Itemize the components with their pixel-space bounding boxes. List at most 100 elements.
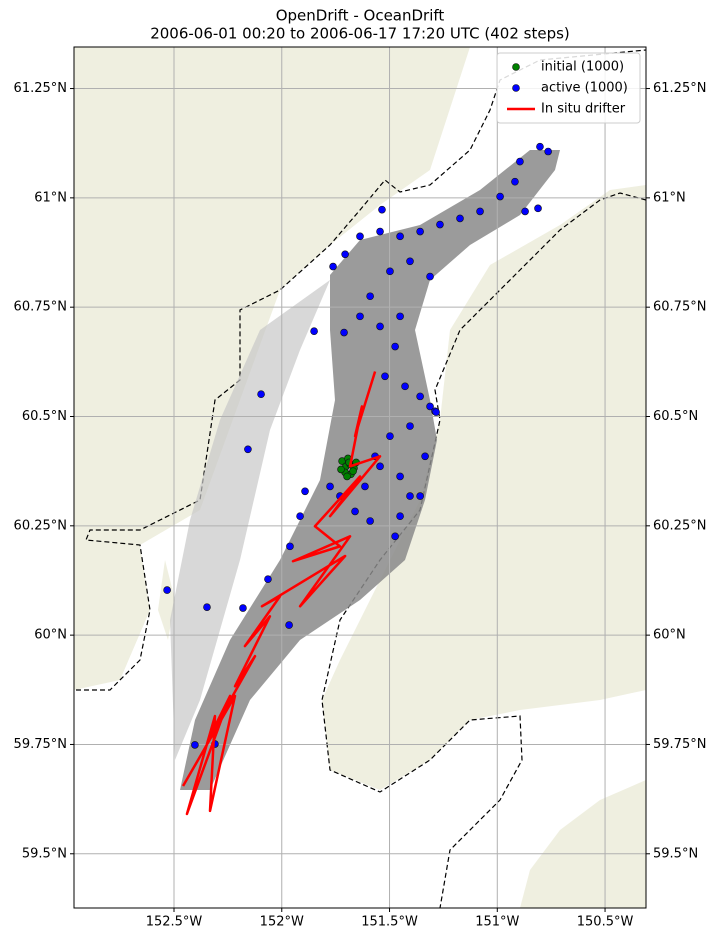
point [416,227,424,236]
marks [163,142,552,816]
point [406,492,414,500]
drifter-line [181,371,382,816]
legend-entries: initial (1000) active (1000) In situ drift… [507,60,628,117]
y-tick-label-right: 59.5°N [653,846,698,861]
y-tick-label-right: 61°N [653,190,686,205]
point [416,492,424,500]
legend-swatch [512,63,520,71]
legend-label: active (1000) [541,81,628,96]
point [376,462,384,471]
point [511,177,519,186]
frame [73,46,647,909]
y-tick-label: 61.25°N [14,81,67,96]
x-tick-label: 152.5°W [146,915,203,930]
point [456,214,464,223]
trajectory-fringe [170,280,330,760]
point [381,372,389,381]
point [421,452,429,461]
point [436,220,444,229]
map-area [74,47,646,908]
point [343,472,351,481]
point [257,390,265,398]
point [191,741,199,749]
point [496,192,504,201]
legend-swatch [512,84,520,92]
y-tick-label-right: 60°N [653,628,686,643]
axes: 152.5°W 152°W 151.5°W 151°W 150.5°W 59.5°N 59.… [14,81,707,929]
point [351,507,359,516]
point [406,422,414,430]
point [239,604,247,612]
legend-label: In situ drifter [541,102,626,117]
y-tick-label-right: 60.5°N [653,409,698,424]
y-tick-label-right: 59.75°N [653,737,706,752]
x-tick-label: 151.5°W [361,915,418,930]
y-tick-label-right: 60.25°N [653,518,706,533]
chart-subtitle: 2006-06-01 00:20 to 2006-06-17 17:20 UTC… [150,25,570,43]
point [356,232,364,241]
point [376,322,384,331]
point [521,207,529,216]
x-tick-label: 152°W [260,915,304,930]
point [366,292,374,301]
point [544,147,552,156]
boundary-line [76,49,646,691]
point [534,204,542,213]
y-tick-label: 59.75°N [14,737,67,752]
legend: initial (1000) active (1000) In situ drift… [496,52,641,124]
y-tick-label: 60.25°N [14,518,67,533]
point [361,482,369,491]
point [401,382,409,391]
point [396,312,404,321]
point [426,272,434,281]
point [286,542,294,551]
y-tick-label-right: 60.75°N [653,300,706,315]
y-tick-label: 59.5°N [22,846,67,861]
y-tick-label: 60.75°N [14,300,67,315]
point [340,328,348,337]
point [301,487,309,496]
point [378,205,386,214]
x-tick-label: 150.5°W [577,915,634,930]
y-tick-label: 61°N [34,190,67,205]
point [406,257,414,266]
point [341,250,349,259]
point [329,262,337,271]
point [310,327,318,336]
legend-label: initial (1000) [541,60,624,75]
point [264,575,272,583]
point [285,621,293,629]
point [386,432,394,440]
point [536,142,544,151]
point [432,408,440,416]
chart-title: OpenDrift - OceanDrift [276,7,445,25]
point [376,227,384,236]
y-tick-label: 60°N [34,628,67,643]
land [520,780,646,908]
point [426,402,434,411]
point [476,207,484,216]
y-tick-label-right: 61.25°N [653,81,706,96]
point [356,312,364,321]
point [337,465,345,474]
point [396,512,404,520]
point [349,467,357,475]
boundary-line [321,192,646,908]
point [296,512,304,520]
point [396,472,404,481]
point [386,267,394,276]
x-tick-label: 151°W [475,915,519,930]
point [391,532,399,541]
point [516,157,524,166]
point [203,603,211,611]
point [163,586,171,594]
point [396,232,404,241]
legend-box [496,52,641,124]
point [244,445,252,454]
point [326,482,334,491]
y-tick-label: 60.5°N [22,409,67,424]
point [416,392,424,401]
point [391,342,399,351]
